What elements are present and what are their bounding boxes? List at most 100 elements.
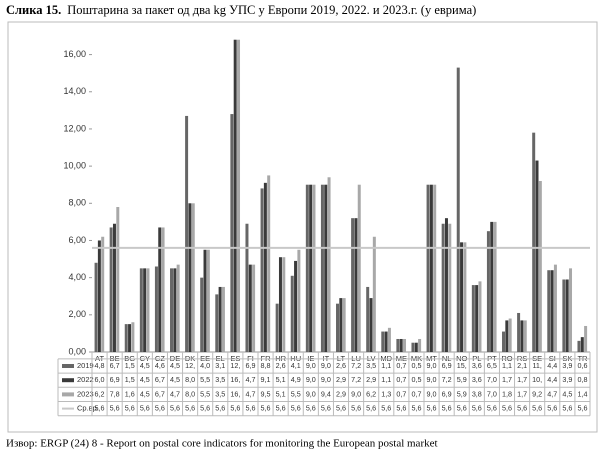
y-tick-label: 14,00 — [63, 86, 86, 96]
table-cell: 9,0 — [427, 389, 437, 398]
bar — [523, 320, 527, 352]
table-cell: 5,6 — [276, 404, 286, 413]
bar — [309, 184, 313, 352]
table-cell: 0,6 — [577, 361, 587, 370]
table-cell: 5,6 — [517, 404, 527, 413]
bar — [550, 270, 554, 352]
bar — [339, 298, 343, 352]
table-cell: 3,6 — [472, 361, 482, 370]
bar — [384, 331, 388, 352]
table-cell: 4,5 — [140, 361, 150, 370]
bar — [399, 338, 403, 352]
table-cell: 4,7 — [170, 389, 180, 398]
bar — [154, 266, 158, 352]
bar — [260, 188, 264, 352]
table-cell: 4,7 — [245, 375, 255, 384]
table-cell: 4,5 — [140, 375, 150, 384]
table-cell: 4,5 — [170, 375, 180, 384]
bar — [369, 298, 373, 352]
bar — [188, 203, 192, 352]
table-cell: 9,0 — [306, 375, 316, 384]
bar — [486, 231, 490, 352]
bar — [342, 298, 346, 352]
table-cell: 5,1 — [276, 375, 286, 384]
chart-title: Поштарина за пакет од два kg УПС у Европ… — [67, 3, 476, 17]
bar — [203, 249, 207, 352]
table-cell: 5,5 — [291, 389, 301, 398]
table-cell: 3,8 — [472, 389, 482, 398]
table-cell: 9,0 — [427, 375, 437, 384]
table-cell: 8,0 — [185, 389, 195, 398]
bar — [109, 227, 113, 352]
bar — [396, 338, 400, 352]
table-cell: 5,6 — [547, 404, 557, 413]
table-cell: 8,0 — [185, 375, 195, 384]
bar — [233, 39, 237, 352]
bar — [191, 203, 195, 352]
bar — [569, 268, 573, 352]
table-cell: 9,0 — [427, 361, 437, 370]
bar — [456, 67, 460, 352]
table-cell: 7,0 — [487, 375, 497, 384]
bar — [116, 207, 120, 352]
table-cell: 3,9 — [562, 361, 572, 370]
table-cell: 9,0 — [306, 361, 316, 370]
table-cell: 5,6 — [381, 404, 391, 413]
bar — [305, 184, 309, 352]
y-tick-label: 6,00 — [68, 235, 86, 245]
bar — [475, 285, 479, 352]
bar — [429, 184, 433, 352]
table-cell: 15, — [457, 361, 467, 370]
bar — [444, 218, 448, 352]
table-cell: 5,6 — [125, 404, 135, 413]
table-cell: 4,5 — [140, 389, 150, 398]
bar — [146, 268, 150, 352]
chart-frame — [7, 21, 598, 433]
bar — [282, 257, 286, 352]
table-cell: 12, — [185, 361, 195, 370]
table-cell: 0,7 — [396, 375, 406, 384]
table-cell: 6,2 — [95, 389, 105, 398]
table-cell: 2,6 — [276, 361, 286, 370]
bar — [448, 223, 452, 352]
bar — [366, 286, 370, 352]
table-cell: 1,7 — [517, 375, 527, 384]
table-cell: 6,9 — [442, 389, 452, 398]
bar — [248, 264, 252, 352]
table-cell: 1,3 — [381, 389, 391, 398]
bar — [112, 223, 116, 352]
table-cell: 7,8 — [110, 389, 120, 398]
table-cell: 7,2 — [442, 375, 452, 384]
table-cell: 4,0 — [200, 361, 210, 370]
table-cell: 3,5 — [366, 361, 376, 370]
table-cell: 0,8 — [577, 375, 587, 384]
y-tick-label: 4,00 — [68, 272, 86, 282]
table-cell: 9,1 — [261, 375, 271, 384]
bar — [441, 223, 445, 352]
bar — [237, 39, 241, 352]
table-cell: 6,9 — [245, 361, 255, 370]
table-cell: 1,1 — [502, 361, 512, 370]
table-cell: 5,6 — [245, 404, 255, 413]
table-cell: 6,9 — [442, 361, 452, 370]
table-cell: 2,6 — [336, 361, 346, 370]
bar — [505, 320, 509, 352]
bar — [101, 236, 105, 352]
table-cell: 5,6 — [140, 404, 150, 413]
bar — [357, 184, 361, 352]
table-cell: 5,6 — [457, 404, 467, 413]
table-cell: 7,2 — [351, 375, 361, 384]
table-cell: 5,5 — [200, 389, 210, 398]
table-cell: 5,6 — [261, 404, 271, 413]
table-cell: 6,0 — [95, 375, 105, 384]
bar — [411, 342, 415, 352]
bar — [538, 180, 542, 352]
table-cell: 4,7 — [245, 389, 255, 398]
bar — [278, 257, 282, 352]
bar — [463, 242, 467, 352]
table-cell: 5,6 — [155, 404, 165, 413]
bar — [143, 268, 147, 352]
y-tick-label: 12,00 — [63, 123, 86, 133]
table-cell: 7,0 — [487, 389, 497, 398]
table-cell: 2,9 — [366, 375, 376, 384]
